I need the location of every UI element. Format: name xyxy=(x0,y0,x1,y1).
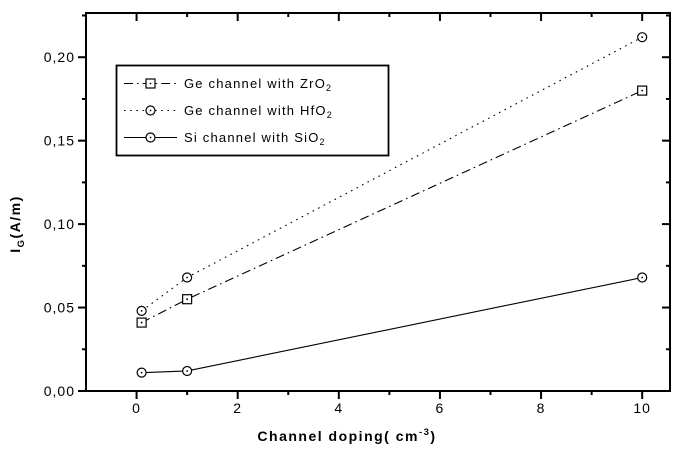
marker-center-dot xyxy=(140,309,143,312)
marker-center-dot xyxy=(149,82,152,85)
legend-label: Ge channel with HfO2 xyxy=(184,103,333,120)
legend-entry: Si channel with SiO2 xyxy=(124,130,326,147)
marker-center-dot xyxy=(186,276,189,279)
x-tick-label: 4 xyxy=(334,400,343,416)
legend-entry: Ge channel with HfO2 xyxy=(124,103,333,120)
series-ge-channel-with-zro2 xyxy=(136,85,648,328)
x-tick-label: 0 xyxy=(132,400,141,416)
y-tick-label: 0,00 xyxy=(44,383,75,399)
series-si-channel-with-sio2 xyxy=(136,272,648,378)
x-tick-label: 6 xyxy=(436,400,445,416)
marker-center-dot xyxy=(149,136,152,139)
plot-frame xyxy=(85,12,671,392)
y-tick-label: 0,20 xyxy=(44,49,75,65)
axis-ticks xyxy=(78,13,670,399)
x-tick-label: 10 xyxy=(633,400,651,416)
legend-label: Ge channel with ZrO2 xyxy=(184,76,332,93)
marker-center-dot xyxy=(140,321,143,324)
data-series xyxy=(136,32,648,378)
series-line xyxy=(141,276,643,374)
plot-border xyxy=(85,12,671,392)
marker-center-dot xyxy=(140,371,143,374)
marker-center-dot xyxy=(186,370,189,372)
legend: Ge channel with ZrO2 Ge channel with HfO2… xyxy=(115,64,390,157)
y-axis-title: IG(A/m) xyxy=(7,195,27,253)
y-tick-label: 0,05 xyxy=(44,300,75,316)
legend-entry: Ge channel with ZrO2 xyxy=(124,76,332,93)
marker-center-dot xyxy=(149,109,152,112)
y-tick-labels: 0,00 0,05 0,10 0,15 0,20 xyxy=(44,49,75,399)
x-tick-label: 2 xyxy=(233,400,242,416)
axis-titles: Channel doping( cm-3) IG(A/m) xyxy=(7,195,436,444)
marker-center-dot xyxy=(186,298,189,301)
x-tick-labels: 0 2 4 6 8 10 xyxy=(132,400,651,416)
y-tick-label: 0,15 xyxy=(44,133,75,149)
y-tick-label: 0,10 xyxy=(44,216,75,232)
marker-center-dot xyxy=(641,276,644,279)
x-axis-title: Channel doping( cm-3) xyxy=(257,427,436,444)
x-tick-label: 8 xyxy=(537,400,546,416)
marker-center-dot xyxy=(641,89,644,92)
legend-label: Si channel with SiO2 xyxy=(184,130,326,147)
series-ge-channel-with-hfo2 xyxy=(136,32,648,316)
marker-center-dot xyxy=(641,36,644,39)
